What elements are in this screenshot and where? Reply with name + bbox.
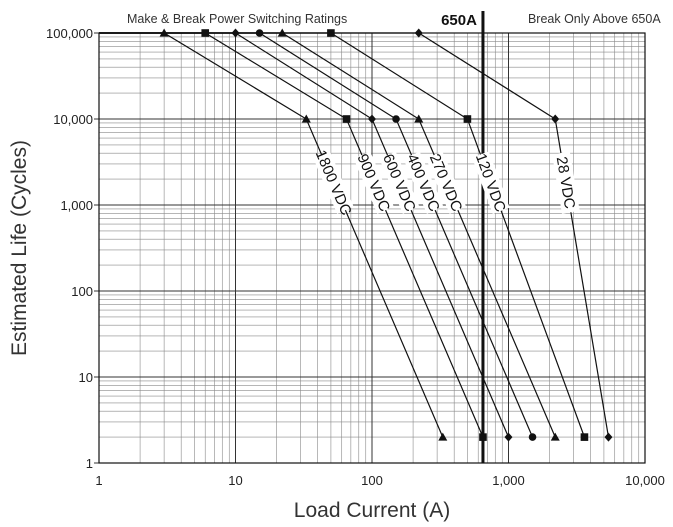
y-tick-label: 100,000 [46, 26, 93, 41]
y-tick-labels: 1 10 100 1,000 10,000 100,000 [46, 26, 93, 471]
minor-gridlines [99, 33, 645, 463]
series-label-background [353, 151, 394, 214]
diamond-marker [551, 114, 560, 124]
diamond-marker [504, 432, 513, 442]
series-label-background [313, 151, 354, 214]
series-label-background [379, 151, 420, 214]
series-label-background [403, 151, 444, 214]
series-900-vdc: 900 VDC [99, 29, 487, 441]
diamond-marker [414, 28, 423, 38]
triangle-marker [301, 114, 311, 123]
x-tick-labels: 1 10 100 1,000 10,000 [95, 473, 665, 488]
y-tick-label: 10 [79, 370, 93, 385]
y-axis-title: Estimated Life (Cycles) [8, 140, 31, 356]
triangle-marker [414, 114, 424, 123]
x-tick-label: 1,000 [492, 473, 525, 488]
y-tick-label: 100 [71, 284, 93, 299]
series-label: 28 VDC [553, 155, 578, 210]
series-270-vdc: 270 VDC [99, 28, 560, 441]
y-tick-label: 1,000 [60, 198, 93, 213]
square-marker [479, 433, 487, 441]
major-gridlines [94, 32, 646, 464]
y-tick-label: 10,000 [53, 112, 93, 127]
diamond-marker [368, 114, 376, 124]
series-line [99, 32, 556, 438]
x-tick-label: 10,000 [625, 473, 665, 488]
triangle-marker [438, 432, 448, 441]
x-tick-label: 100 [361, 473, 383, 488]
threshold-note: Break Only Above 650A [528, 12, 661, 26]
square-marker [342, 115, 351, 123]
series-label-background [425, 151, 467, 214]
y-tick-label: 1 [86, 456, 93, 471]
x-tick-label: 10 [228, 473, 242, 488]
series-label: 1800 VDC [312, 148, 355, 218]
x-axis-title: Load Current (A) [294, 499, 450, 522]
square-marker [580, 433, 589, 441]
header-layer: Make & Break Power Switching Ratings [127, 12, 347, 26]
chart-title: Make & Break Power Switching Ratings [127, 12, 347, 26]
threshold-label: 650A [441, 12, 477, 29]
square-marker [463, 115, 472, 123]
circle-marker [392, 115, 400, 123]
series-line [99, 32, 444, 438]
series-label-background [472, 151, 510, 214]
series-120-vdc: 120 VDC [99, 29, 589, 441]
triangle-marker [550, 432, 560, 441]
series-1800-vdc: 1800 VDC [99, 28, 448, 441]
threshold-layer: 650A Break Only Above 650A [441, 11, 661, 463]
series-label-background [552, 151, 580, 214]
series-line [99, 32, 484, 438]
diamond-marker [604, 432, 613, 442]
series-line [99, 32, 610, 438]
series-600-vdc: 600 VDC [99, 28, 513, 442]
x-tick-label: 1 [95, 473, 102, 488]
circle-marker [528, 433, 537, 441]
